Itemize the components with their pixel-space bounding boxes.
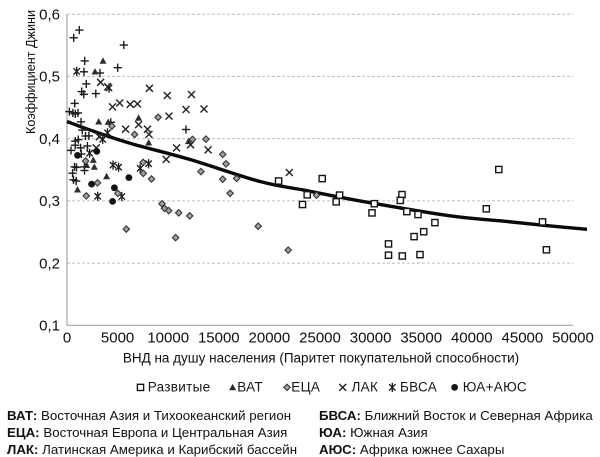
svg-text:5000: 5000 (101, 330, 134, 347)
svg-text:ЮА+АЮС: ЮА+АЮС (463, 380, 527, 395)
svg-text:0,6: 0,6 (39, 7, 60, 24)
svg-text:10000: 10000 (147, 330, 189, 347)
svg-text:40000: 40000 (451, 330, 493, 347)
svg-text:20000: 20000 (249, 330, 291, 347)
svg-text:ВАТ: ВАТ (237, 380, 263, 395)
svg-text:Развитые: Развитые (148, 380, 211, 395)
svg-text:45000: 45000 (502, 330, 544, 347)
svg-text:30000: 30000 (350, 330, 392, 347)
svg-text:35000: 35000 (400, 330, 442, 347)
svg-text:ЛАК: ЛАК (352, 380, 379, 395)
svg-text:50000: 50000 (552, 330, 594, 347)
svg-text:ВНД на душу населения (Паритет: ВНД на душу населения (Паритет покупател… (123, 351, 519, 366)
svg-text:БВСА: БВСА (400, 380, 437, 395)
svg-text:0: 0 (63, 330, 71, 347)
svg-text:0,4: 0,4 (39, 131, 60, 148)
svg-text:0,1: 0,1 (39, 318, 60, 335)
svg-text:15000: 15000 (198, 330, 240, 347)
svg-text:Коэффициент Джини: Коэффициент Джини (24, 10, 38, 134)
svg-text:0,2: 0,2 (39, 255, 60, 272)
svg-text:0,5: 0,5 (39, 69, 60, 86)
svg-text:0,3: 0,3 (39, 193, 60, 210)
svg-text:25000: 25000 (299, 330, 341, 347)
svg-text:ЕЦА: ЕЦА (291, 380, 320, 395)
